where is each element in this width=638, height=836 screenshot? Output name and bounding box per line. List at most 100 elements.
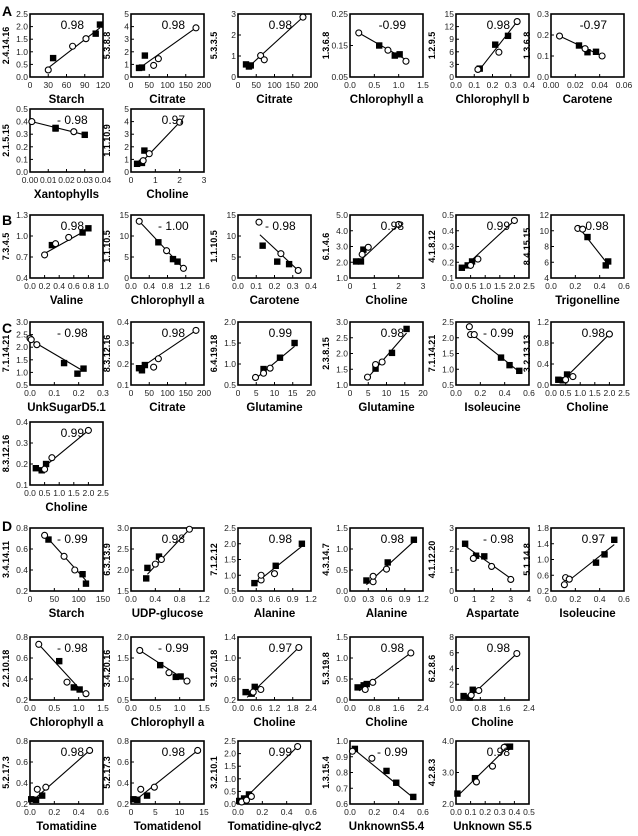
scatter-plot: 0.0 0.5 1.0 1.5 0.05 0.15 0.25 1.3.6.8 Chlorophy…: [321, 9, 429, 106]
x-tick-label: 0.00: [543, 80, 560, 90]
y-axis-label: 7.1.2.12: [209, 543, 219, 576]
y-tick-label: 0.5: [224, 786, 236, 796]
x-tick-label: 1.2: [305, 594, 317, 604]
y-tick-label: 1.0: [117, 674, 129, 684]
scatter-plot: 0.0 0.1 0.2 0.3 0.4 0 3 6 9 12 15 1.2.9.5 Chlorophyl…: [427, 9, 535, 106]
x-tick-label: 50: [145, 80, 155, 90]
data-point-filled: [138, 367, 146, 374]
y-tick-label: 0.2: [16, 695, 28, 705]
y-tick-label: 0.7: [16, 252, 28, 262]
y-tick-label: 1.0: [16, 231, 28, 241]
plot-frame: [29, 527, 104, 592]
correlation-value: 0.99: [269, 326, 293, 340]
correlation-value: -0.99: [379, 18, 407, 32]
y-tick-label: 2.5: [16, 330, 28, 340]
plot-frame: [29, 321, 104, 386]
x-tick-label: 0.5: [48, 703, 60, 713]
y-tick-label: 0: [231, 273, 236, 283]
scatter-plot: 0.0 0.2 0.4 0.6 0.0 0.5 1.0 1.5 2.0 2.5 3.2.10.1 To…: [209, 736, 321, 833]
x-tick-label: 0: [236, 80, 241, 90]
x-tick-label: 2.4: [305, 703, 317, 713]
data-point-open: [33, 341, 41, 349]
data-point-open: [579, 225, 587, 233]
data-point-filled: [76, 686, 83, 693]
x-tick-label: 100: [267, 80, 281, 90]
y-tick-label: 0.4: [117, 317, 129, 327]
data-point-filled: [363, 577, 370, 584]
x-tick-label: 1.0: [574, 388, 586, 398]
y-tick-label: 1.0: [224, 359, 236, 369]
y-tick-label: 1.5: [16, 34, 28, 44]
y-axis-label: 1.1.10.9: [102, 124, 112, 157]
y-tick-label: 2.0: [16, 22, 28, 32]
data-point-filled: [143, 792, 151, 799]
y-tick-label: 0.5: [16, 104, 28, 114]
x-tick-label: 1: [472, 594, 477, 604]
data-point-open: [51, 240, 60, 248]
y-axis-label: 2.4.14.16: [1, 27, 11, 65]
y-tick-label: 0: [449, 586, 454, 596]
x-tick-label: 0.0: [24, 488, 36, 498]
correlation-value: 0.97: [162, 113, 186, 127]
x-tick-label: 0: [28, 80, 33, 90]
x-tick-label: 0.4: [499, 388, 511, 398]
y-axis-label: 6.2.8.6: [427, 655, 437, 683]
data-point-open: [299, 13, 307, 21]
data-point-filled: [357, 258, 365, 265]
data-point-open: [488, 562, 496, 570]
y-tick-label: 2.5: [224, 736, 236, 746]
y-axis-label: 3.4.20.16: [102, 650, 112, 688]
y-tick-label: 2.0: [224, 539, 236, 549]
y-tick-label: 0.1: [16, 480, 28, 490]
data-point-open: [192, 326, 200, 334]
x-tick-label: 150: [179, 80, 193, 90]
y-tick-label: 0.8: [336, 768, 348, 778]
correlation-value: 0.98: [381, 641, 405, 655]
data-point-open: [569, 373, 577, 381]
scatter-plot: 0.00 0.02 0.04 0.06 0.0 0.1 0.2 0.3 1.3.6.8 Carot…: [522, 9, 633, 106]
y-tick-label: 0.0: [537, 72, 549, 82]
y-axis-label: 7.1.14.21: [1, 335, 11, 373]
data-point-open: [251, 373, 260, 381]
y-tick-label: 0.0: [16, 72, 28, 82]
x-tick-label: 1.0: [174, 703, 186, 713]
x-tick-label: 0.6: [97, 807, 109, 817]
y-tick-label: 0.4: [442, 226, 454, 236]
y-axis-label: 4.1.8.12: [427, 230, 437, 263]
data-point-filled: [504, 32, 512, 40]
data-point-filled: [141, 52, 149, 59]
correlation-value: 0.98: [61, 18, 85, 32]
correlation-value: - 1.00: [158, 219, 189, 233]
data-point-filled: [506, 743, 514, 750]
y-tick-label: 3.0: [442, 768, 454, 778]
data-point-filled: [82, 580, 90, 587]
data-point-filled: [38, 792, 46, 799]
y-tick-label: 10: [227, 231, 237, 241]
scatter-plot: 0 5 10 15 0.2 0.4 0.6 0.8 5.2.17.3 Tomatidenol 0.9…: [102, 736, 209, 833]
y-tick-label: 0.8: [117, 736, 129, 746]
regression-line: [139, 27, 197, 68]
x-tick-label: 1.5: [198, 703, 210, 713]
y-tick-label: 0.5: [117, 695, 129, 705]
x-tick-label: 0.2: [474, 388, 486, 398]
y-tick-label: 0: [124, 167, 129, 177]
x-tick-label: 0.04: [591, 80, 608, 90]
x-tick-label: 0.00: [22, 175, 39, 185]
data-point-open: [565, 575, 573, 583]
x-tick-label: 0: [348, 281, 353, 291]
correlation-value: 0.98: [162, 326, 186, 340]
y-tick-label: 0.8: [537, 338, 549, 348]
y-tick-label: 1.3: [16, 210, 28, 220]
plot-frame: [130, 527, 205, 592]
data-point-filled: [60, 359, 68, 367]
x-tick-label: 0.4: [73, 807, 85, 817]
data-point-filled: [384, 559, 391, 566]
correlation-value: - 0.99: [377, 745, 408, 759]
correlation-value: 0.98: [61, 745, 85, 759]
scatter-plot: 0.0 0.3 0.6 0.9 1.2 0.0 0.5 1.0 1.5 4.3.14.7 Alani…: [321, 523, 429, 620]
x-tick-label: 0.8: [474, 703, 486, 713]
x-tick-label: 0: [454, 594, 459, 604]
x-axis-label: Choline: [471, 717, 513, 729]
correlation-value: - 0.98: [265, 219, 296, 233]
data-point-open: [44, 66, 52, 74]
